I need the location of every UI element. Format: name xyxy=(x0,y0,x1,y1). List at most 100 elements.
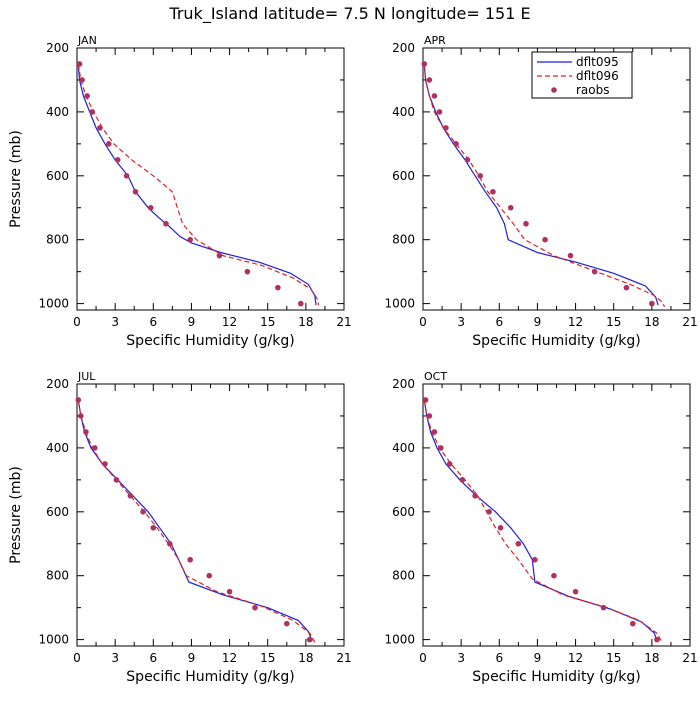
x-tick-label: 12 xyxy=(568,315,583,329)
x-tick-label: 15 xyxy=(260,651,275,665)
x-tick-label: 0 xyxy=(73,315,81,329)
raobs-point xyxy=(132,188,139,195)
raobs-point xyxy=(431,93,438,99)
raobs-point xyxy=(551,572,557,579)
raobs-point xyxy=(75,397,82,403)
x-tick-label: 3 xyxy=(457,651,465,665)
raobs-point xyxy=(629,620,636,627)
y-tick-label: 600 xyxy=(392,169,415,183)
y-tick-label: 1000 xyxy=(38,297,69,311)
y-tick-label: 1000 xyxy=(384,297,415,311)
raobs-point xyxy=(453,141,459,147)
x-axis-label: Specific Humidity (g/kg) xyxy=(472,669,640,685)
x-tick-label: 9 xyxy=(188,651,196,665)
raobs-point xyxy=(226,588,233,595)
raobs-point xyxy=(89,109,96,115)
raobs-point xyxy=(297,300,304,307)
x-tick-label: 6 xyxy=(149,651,157,665)
x-axis-label: Specific Humidity (g/kg) xyxy=(472,333,640,349)
legend-entry-label: dflt095 xyxy=(576,55,619,69)
y-tick-label: 800 xyxy=(392,569,415,583)
raobs-point xyxy=(187,236,193,243)
x-tick-label: 12 xyxy=(222,651,237,665)
y-axis-label: Pressure (mb) xyxy=(8,466,24,564)
y-tick-label: 600 xyxy=(46,505,69,519)
raobs-point xyxy=(507,204,514,211)
y-tick-label: 800 xyxy=(392,233,415,247)
raobs-point xyxy=(591,268,598,275)
raobs-point xyxy=(623,284,630,291)
x-tick-label: 3 xyxy=(111,651,119,665)
raobs-point xyxy=(167,540,173,547)
x-tick-label: 21 xyxy=(336,315,351,329)
x-tick-label: 3 xyxy=(111,315,119,329)
raobs-point xyxy=(78,413,84,419)
figure-title: Truk_Island latitude= 7.5 N longitude= 1… xyxy=(168,4,530,24)
raobs-point xyxy=(532,556,538,563)
legend-box xyxy=(531,51,633,99)
raobs-point xyxy=(431,429,438,435)
legend-swatch-raobs xyxy=(551,87,557,93)
raobs-point xyxy=(426,413,433,419)
y-axis-label: Pressure (mb) xyxy=(8,130,24,228)
x-tick-label: 6 xyxy=(149,315,157,329)
x-tick-label: 15 xyxy=(606,315,621,329)
x-tick-label: 15 xyxy=(606,651,621,665)
series-line-dflt096 xyxy=(423,399,663,643)
raobs-point xyxy=(252,604,258,611)
raobs-point xyxy=(102,461,108,467)
raobs-point xyxy=(464,157,471,163)
x-axis-label: Specific Humidity (g/kg) xyxy=(126,333,294,349)
x-tick-label: 18 xyxy=(298,315,313,329)
x-axis-label: Specific Humidity (g/kg) xyxy=(126,669,294,685)
raobs-point xyxy=(654,636,660,643)
panel-jan: 0 3 6 9 12 15 18 21 200 400 600 800 1000 JAN Specific … xyxy=(8,34,352,349)
raobs-point xyxy=(490,188,496,195)
panel-jul: 0 3 6 9 12 15 18 21 200 400 600 800 1000 JUL Specific … xyxy=(8,370,352,685)
y-tick-label: 200 xyxy=(392,41,415,55)
y-tick-label: 800 xyxy=(46,233,69,247)
raobs-point xyxy=(542,236,548,243)
x-tick-label: 9 xyxy=(188,315,196,329)
raobs-point xyxy=(84,93,90,99)
y-tick-label: 1000 xyxy=(38,633,69,647)
x-tick-label: 6 xyxy=(495,315,503,329)
raobs-point xyxy=(140,509,146,515)
x-tick-label: 18 xyxy=(644,315,659,329)
raobs-point xyxy=(113,477,120,483)
y-tick-label: 400 xyxy=(392,441,415,455)
series-line-dflt095 xyxy=(77,399,313,642)
y-tick-label: 800 xyxy=(46,569,69,583)
x-tick-label: 0 xyxy=(73,651,81,665)
x-tick-label: 21 xyxy=(336,651,351,665)
raobs-point xyxy=(649,300,655,307)
raobs-point xyxy=(472,493,478,499)
series-line-dflt096 xyxy=(77,399,316,643)
legend-entry-label: dflt096 xyxy=(576,69,619,83)
y-tick-label: 200 xyxy=(46,377,69,391)
raobs-point xyxy=(306,636,313,643)
series-line-dflt095 xyxy=(423,63,659,306)
x-tick-label: 12 xyxy=(568,651,583,665)
raobs-point xyxy=(123,173,130,179)
raobs-point xyxy=(147,204,154,211)
x-tick-label: 9 xyxy=(534,651,542,665)
raobs-point xyxy=(216,252,223,259)
raobs-point xyxy=(283,620,290,627)
raobs-point xyxy=(244,268,251,275)
x-tick-label: 0 xyxy=(419,651,427,665)
raobs-point xyxy=(187,556,193,563)
y-tick-label: 600 xyxy=(46,169,69,183)
raobs-point xyxy=(97,125,103,131)
y-tick-label: 200 xyxy=(392,377,415,391)
raobs-point xyxy=(497,524,504,531)
raobs-point xyxy=(76,61,83,67)
x-tick-label: 15 xyxy=(260,315,275,329)
raobs-point xyxy=(426,77,433,83)
raobs-point xyxy=(163,220,169,227)
y-tick-label: 1000 xyxy=(384,633,415,647)
raobs-point xyxy=(436,109,443,115)
y-tick-label: 200 xyxy=(46,41,69,55)
x-tick-label: 18 xyxy=(298,651,313,665)
